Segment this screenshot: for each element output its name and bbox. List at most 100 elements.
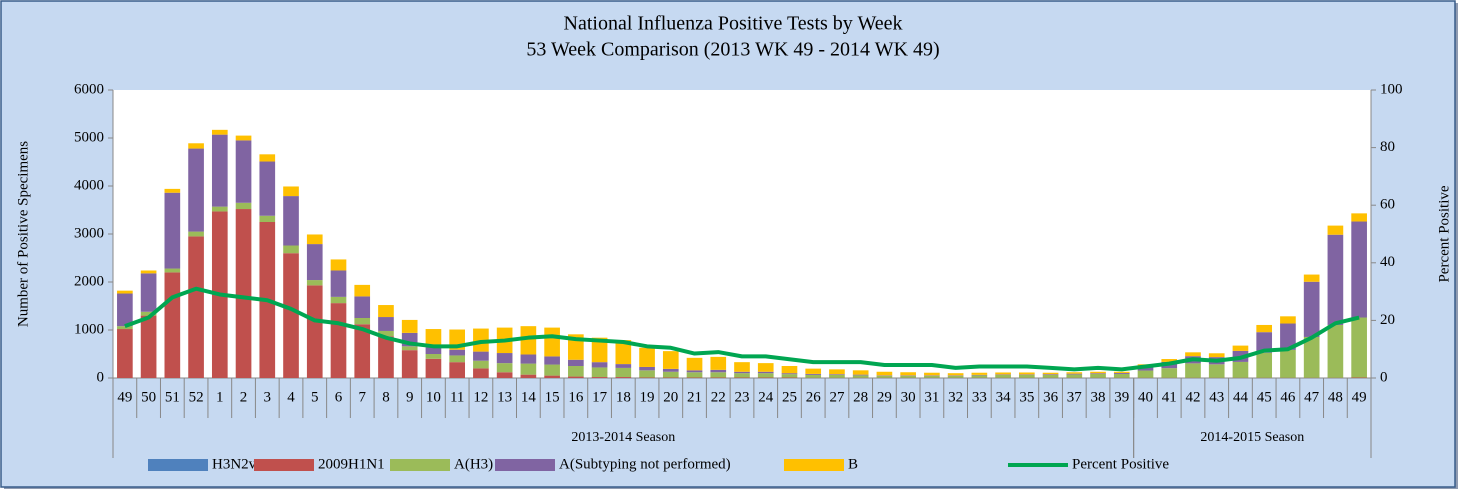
group-label: 2014-2015 Season (1200, 430, 1304, 445)
bar-segment (259, 215, 276, 222)
bar-segment (164, 188, 181, 193)
bar-segment (473, 368, 489, 378)
bar-segment (520, 363, 537, 375)
x-tick-label: 8 (382, 389, 390, 405)
bar-segment (852, 374, 869, 376)
bar-segment (378, 305, 394, 318)
bar-segment (757, 363, 774, 372)
legend-label: A(Subtyping not performed) (559, 456, 731, 472)
bar-segment (449, 349, 466, 356)
bar-segment (1042, 374, 1059, 375)
x-tick-label: 11 (450, 389, 464, 405)
bar-segment (734, 371, 750, 374)
x-tick-label: 48 (1328, 389, 1343, 405)
bar-segment (330, 296, 347, 304)
x-tick-label: 14 (521, 389, 537, 405)
bar-segment (947, 373, 964, 376)
x-tick-label: 1 (216, 389, 224, 405)
legend-label: A(H3) (454, 456, 493, 472)
bar-segment (1256, 352, 1273, 378)
x-tick-label: 21 (687, 389, 702, 405)
y2-tick-label: 20 (1380, 312, 1395, 328)
bar-segment (188, 148, 204, 232)
legend-label: Percent Positive (1072, 456, 1169, 472)
bar-segment (354, 324, 371, 378)
bar-segment (639, 370, 655, 378)
bar-segment (259, 161, 276, 216)
bar-segment (829, 374, 845, 375)
bar-segment (615, 340, 632, 365)
bar-segment (852, 370, 869, 375)
bar-segment (1256, 332, 1273, 353)
legend-swatch (495, 459, 555, 471)
x-tick-label: 29 (877, 389, 892, 405)
bar-segment (117, 293, 133, 327)
bar-segment (924, 372, 940, 376)
bar-segment (995, 372, 1011, 375)
bar-segment (354, 284, 371, 297)
bar-segment (401, 346, 418, 351)
bar-segment (496, 372, 513, 378)
x-tick-label: 33 (972, 389, 987, 405)
bar-segment (1042, 374, 1059, 378)
x-tick-label: 24 (758, 389, 774, 405)
bar-segment (544, 327, 560, 357)
y-tick-label: 2000 (74, 273, 104, 289)
bar-segment (354, 296, 371, 318)
bar-segment (805, 368, 822, 374)
legend-swatch (254, 459, 314, 471)
bar-segment (876, 375, 893, 378)
x-tick-label: 19 (640, 389, 655, 405)
y-axis-label: Number of Positive Specimens (15, 141, 31, 327)
bar-segment (425, 358, 442, 378)
x-tick-label: 25 (782, 389, 797, 405)
bar-segment (283, 186, 299, 197)
bar-segment (401, 319, 418, 333)
bar-segment (662, 368, 679, 372)
bar-segment (686, 357, 703, 371)
x-tick-label: 22 (711, 389, 726, 405)
bar-segment (876, 371, 893, 376)
bar-segment (1090, 371, 1106, 374)
x-tick-label: 13 (497, 389, 512, 405)
x-tick-label: 16 (568, 389, 584, 405)
bar-segment (473, 360, 489, 369)
bar-segment (924, 375, 940, 378)
bar-segment (686, 370, 703, 373)
bar-segment (1018, 372, 1035, 375)
y-tick-label: 3000 (74, 225, 104, 241)
legend-swatch (148, 459, 208, 471)
bar-segment (188, 143, 204, 149)
legend-label: B (848, 456, 858, 472)
bar-segment (591, 377, 608, 378)
y2-tick-label: 40 (1380, 254, 1395, 270)
x-tick-label: 17 (592, 389, 608, 405)
x-tick-label: 12 (473, 389, 488, 405)
bar-segment (1232, 361, 1249, 378)
bar-segment (544, 364, 560, 376)
bar-segment (117, 290, 133, 294)
bar-segment (235, 209, 252, 378)
bar-segment (1185, 363, 1201, 378)
legend-label: H3N2v (212, 456, 257, 472)
bar-segment (496, 353, 513, 364)
x-tick-label: 15 (545, 389, 560, 405)
bar-segment (615, 377, 632, 378)
bar-segment (117, 326, 133, 330)
bar-segment (829, 369, 845, 375)
bar-segment (425, 347, 442, 354)
bar-segment (900, 375, 916, 378)
bar-segment (306, 234, 323, 245)
y2-tick-label: 80 (1380, 139, 1395, 155)
bar-segment (805, 373, 822, 375)
bar-segment (140, 270, 157, 274)
x-tick-label: 49 (1352, 389, 1367, 405)
bar-segment (306, 244, 323, 281)
bar-segment (686, 372, 703, 378)
x-tick-label: 10 (426, 389, 441, 405)
bar-segment (520, 326, 537, 355)
bar-segment (1327, 234, 1344, 325)
bar-segment (164, 268, 181, 273)
y-tick-label: 6000 (74, 81, 104, 97)
bar-segment (591, 362, 608, 368)
